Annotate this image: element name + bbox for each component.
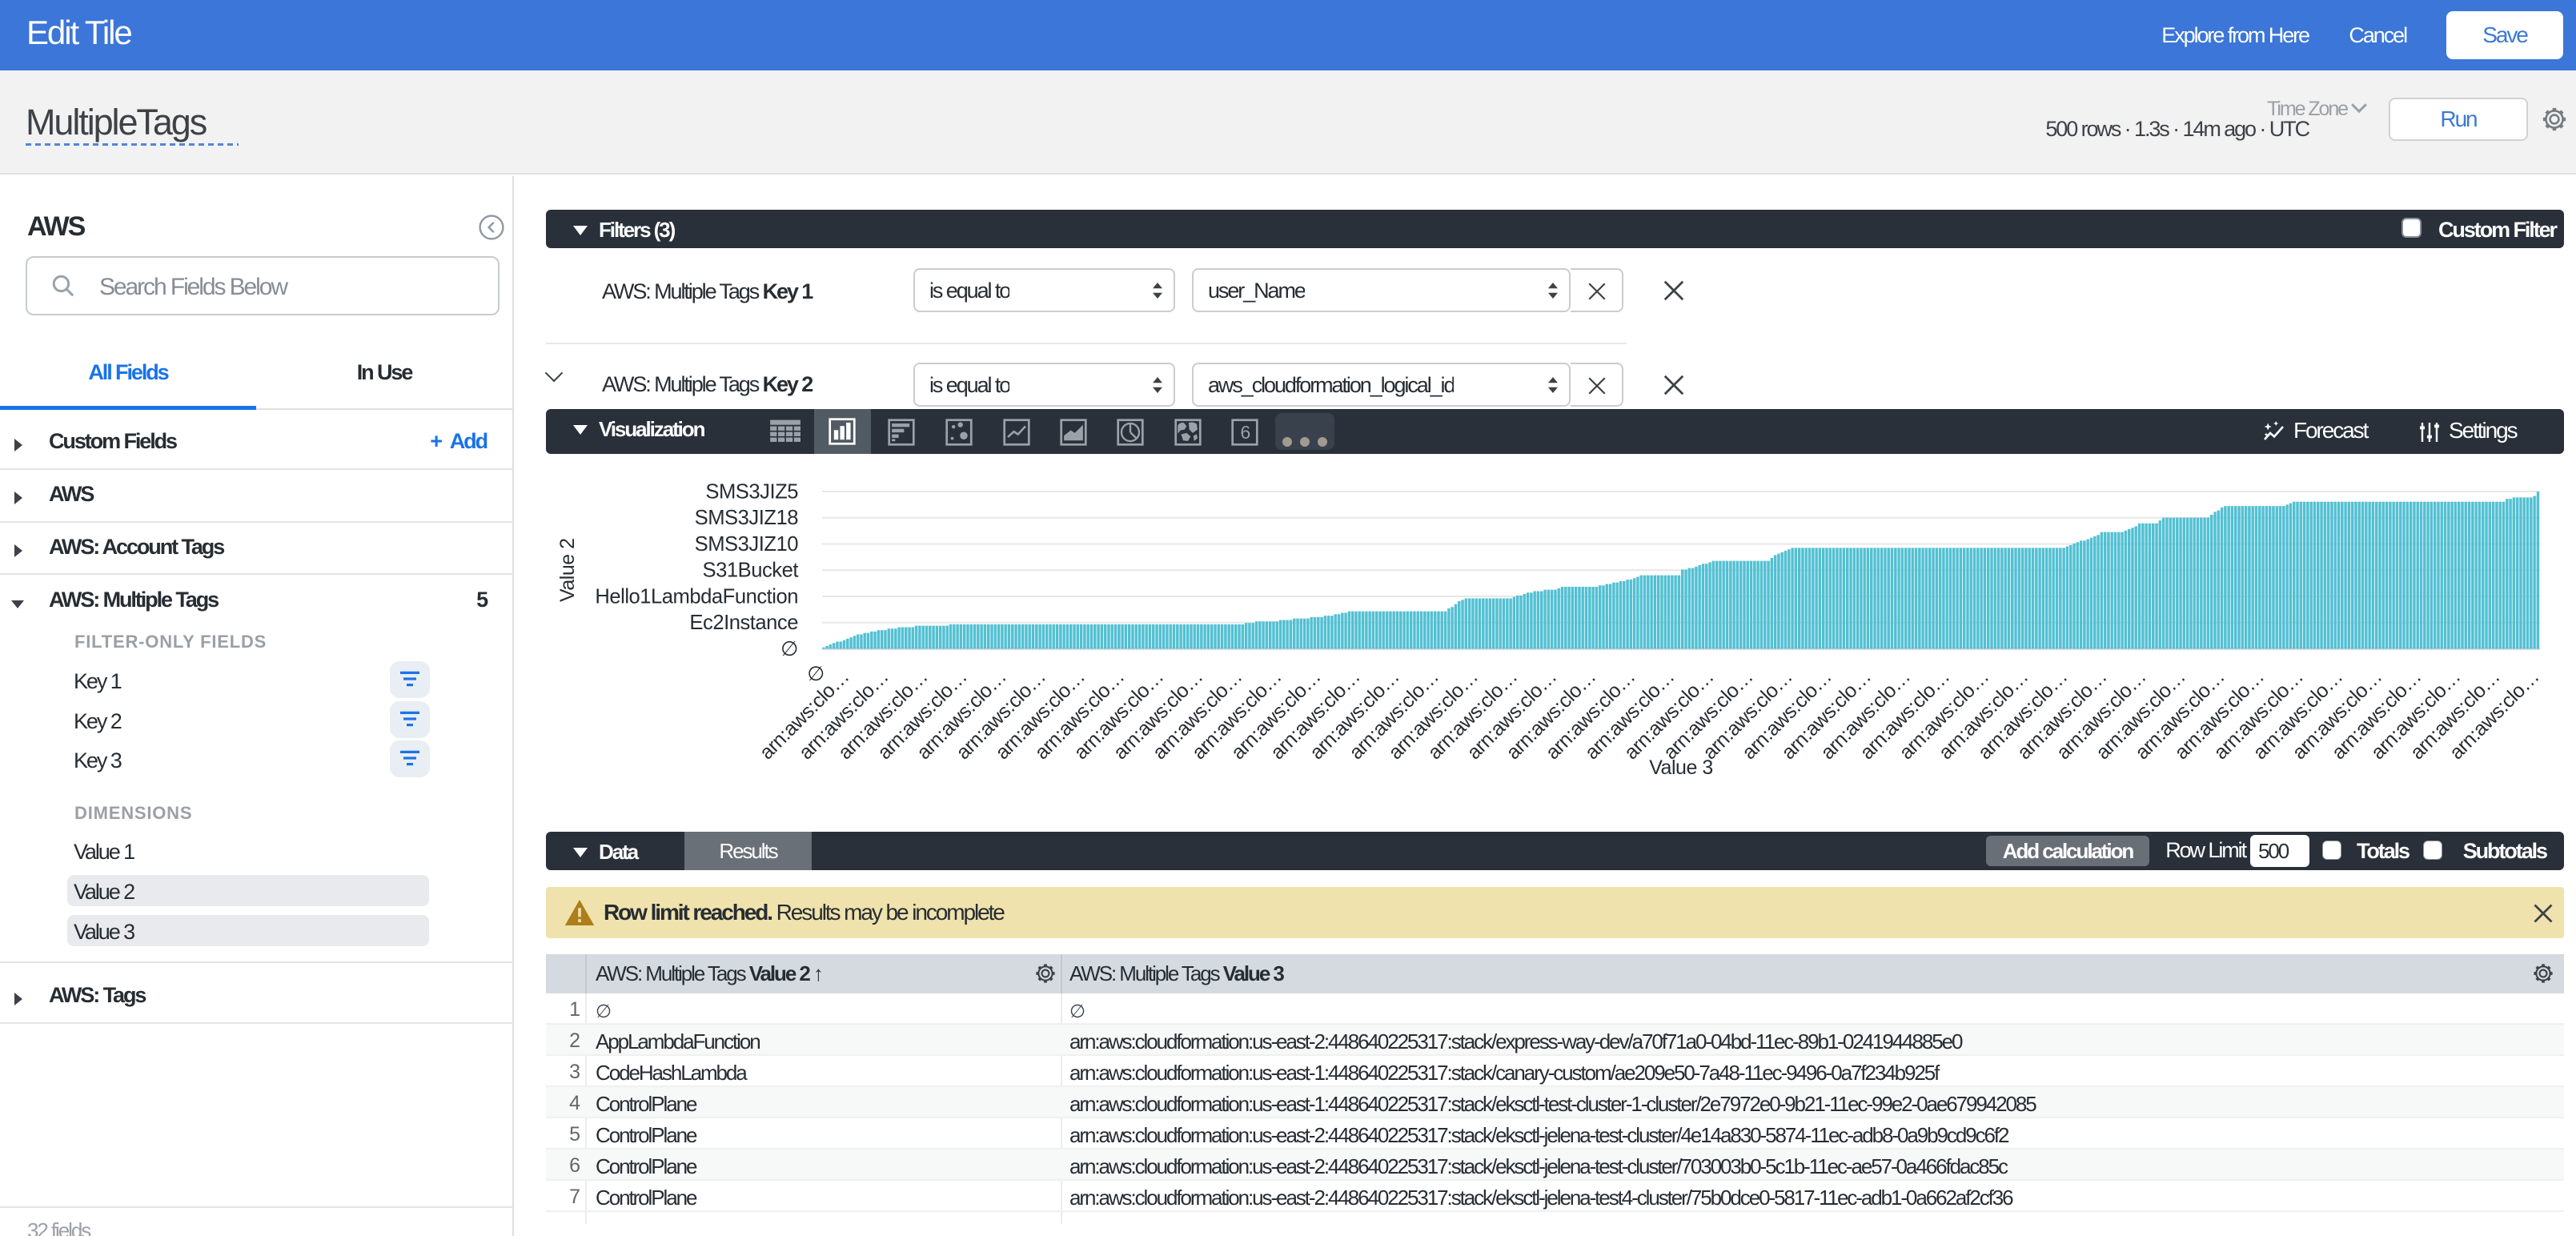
svg-text:∅: ∅ <box>807 663 824 685</box>
svg-text:S31Bucket: S31Bucket <box>703 560 799 582</box>
svg-text:∅: ∅ <box>780 638 798 660</box>
svg-text:Value 2: Value 2 <box>556 538 579 602</box>
svg-text:SMS3JIZ5: SMS3JIZ5 <box>705 480 798 503</box>
svg-text:Ec2Instance: Ec2Instance <box>689 612 798 634</box>
svg-text:6: 6 <box>1241 422 1250 443</box>
svg-text:Value 3: Value 3 <box>1649 756 1713 779</box>
svg-text:Hello1LambdaFunction: Hello1LambdaFunction <box>595 585 798 608</box>
svg-text:SMS3JIZ10: SMS3JIZ10 <box>695 533 799 556</box>
svg-text:SMS3JIZ18: SMS3JIZ18 <box>695 507 799 529</box>
